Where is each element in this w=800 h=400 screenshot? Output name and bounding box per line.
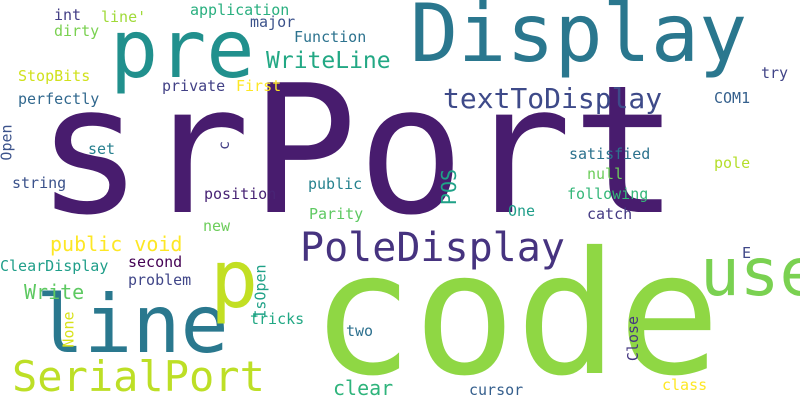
word-catch: catch [587,205,633,223]
word-class: class [662,376,708,394]
word-application: application [190,1,290,19]
word-used: used [700,234,800,311]
word-line-q: line' [101,8,147,26]
word-stopbits: StopBits [18,67,91,85]
word-e: E [742,244,752,262]
word-clear: clear [333,376,394,400]
word-int: int [54,6,82,24]
word-public-void: public void [50,232,183,256]
word-second: second [128,253,183,271]
word-pole: pole [714,154,751,172]
word-writeline: WriteLine [266,48,391,74]
word-cleardisplay: ClearDisplay [0,257,109,275]
word-tricks: tricks [250,310,305,328]
word-display: Display [410,0,748,80]
word-pre: pre [110,3,255,96]
word-parity: Parity [309,205,364,223]
word-function: Function [294,28,367,46]
word-p: p [210,233,259,326]
word-set: set [88,140,116,158]
word-serialport: SerialPort [12,352,265,400]
word-close: Close [624,315,643,362]
word-line: line [36,278,229,371]
word-c: c [215,140,234,151]
word-first: First [236,77,282,95]
word-dirty: dirty [54,22,100,40]
word-perfectly: perfectly [18,90,100,108]
word-code: code [311,216,721,400]
word-none: None [59,311,78,348]
word-texttodisplay: textToDisplay [443,82,663,115]
word-poledisplay: PoleDisplay [300,225,565,271]
word-following: following [567,185,649,203]
word-open: Open [0,124,16,161]
word-private: private [162,77,226,95]
word-one: One [508,202,536,220]
word-try: try [761,64,789,82]
word-new: new [203,217,231,235]
word-public: public [308,175,363,193]
word-cursor: cursor [469,381,524,399]
word-srport: srPort [36,47,679,254]
word-null: null [587,165,624,183]
word-string: string [12,174,67,192]
word-major: major [250,13,296,31]
word-position: position [204,185,277,203]
word-pos: POS [437,168,462,206]
word-write: Write [24,280,85,304]
word-satisfied: satisfied [569,145,651,163]
word-two: two [346,322,374,340]
word-problem: problem [128,271,192,289]
word-com1: COM1 [714,89,751,107]
